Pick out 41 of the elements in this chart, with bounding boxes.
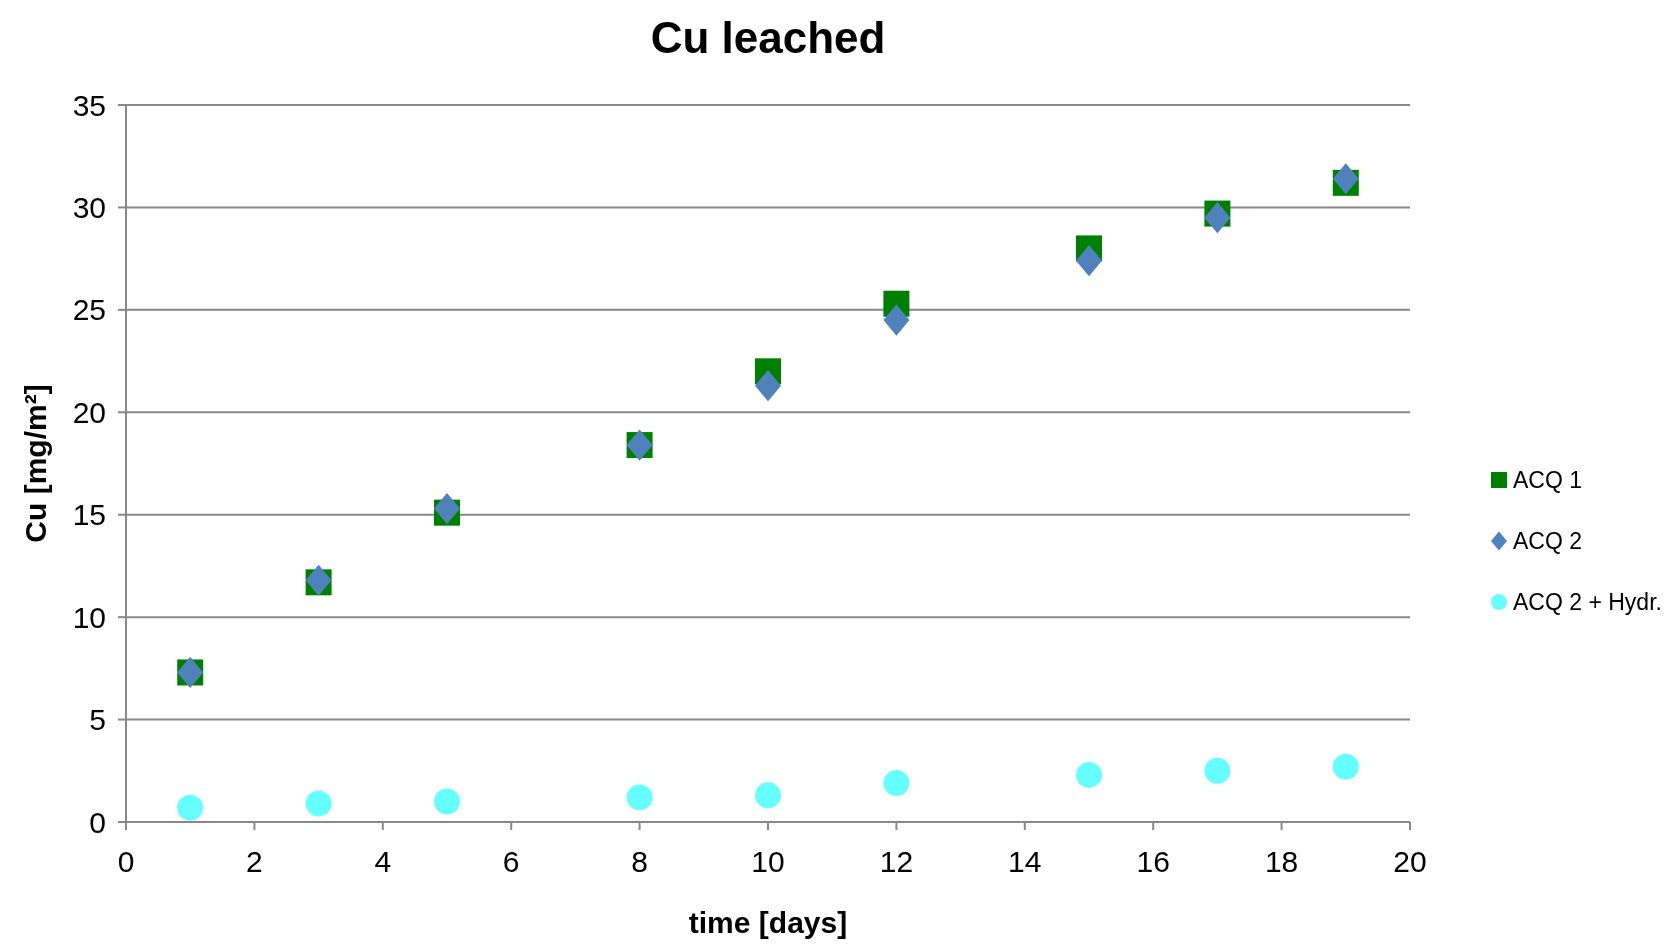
legend-label: ACQ 1 [1513, 467, 1583, 494]
x-tick-label: 6 [502, 845, 520, 878]
point [883, 770, 910, 797]
legend-label: ACQ 2 [1513, 528, 1583, 555]
x-tick-label: 2 [246, 845, 263, 878]
point [1204, 202, 1231, 234]
y-tick-label: 10 [72, 600, 106, 634]
legend-label: ACQ 2 + Hydr. [1513, 589, 1662, 616]
point [1332, 753, 1359, 780]
point [1332, 163, 1359, 195]
x-tick-label: 10 [751, 845, 785, 878]
y-tick-label: 25 [72, 293, 106, 327]
chart-title: Cu leached [650, 13, 886, 62]
x-tick-label: 12 [879, 845, 914, 878]
point [305, 564, 332, 596]
x-tick-label: 18 [1264, 845, 1299, 878]
x-tick-label: 8 [631, 845, 648, 878]
point [883, 304, 910, 336]
y-tick-label: 20 [72, 395, 106, 429]
point [755, 370, 781, 402]
x-tick-label: 20 [1393, 845, 1427, 878]
y-tick-label: 5 [89, 703, 106, 737]
y-tick-label: 15 [72, 498, 106, 532]
y-axis-title: Cu [mg/m²] [19, 384, 52, 543]
point [305, 790, 332, 817]
point [434, 788, 460, 815]
x-tick-label: 16 [1136, 845, 1170, 878]
point [626, 784, 653, 811]
point [1076, 761, 1102, 788]
y-tick-label: 35 [72, 88, 106, 122]
point [434, 492, 460, 525]
y-tick-label: 30 [72, 190, 106, 224]
point [1204, 757, 1231, 784]
point [1076, 245, 1102, 277]
point [177, 794, 204, 821]
x-tick-label: 4 [374, 845, 392, 878]
y-tick-label: 0 [89, 805, 106, 839]
x-axis-title: time [days] [688, 906, 848, 939]
point [755, 782, 781, 809]
x-tick-label: 0 [117, 845, 135, 878]
x-tick-label: 14 [1008, 845, 1042, 878]
